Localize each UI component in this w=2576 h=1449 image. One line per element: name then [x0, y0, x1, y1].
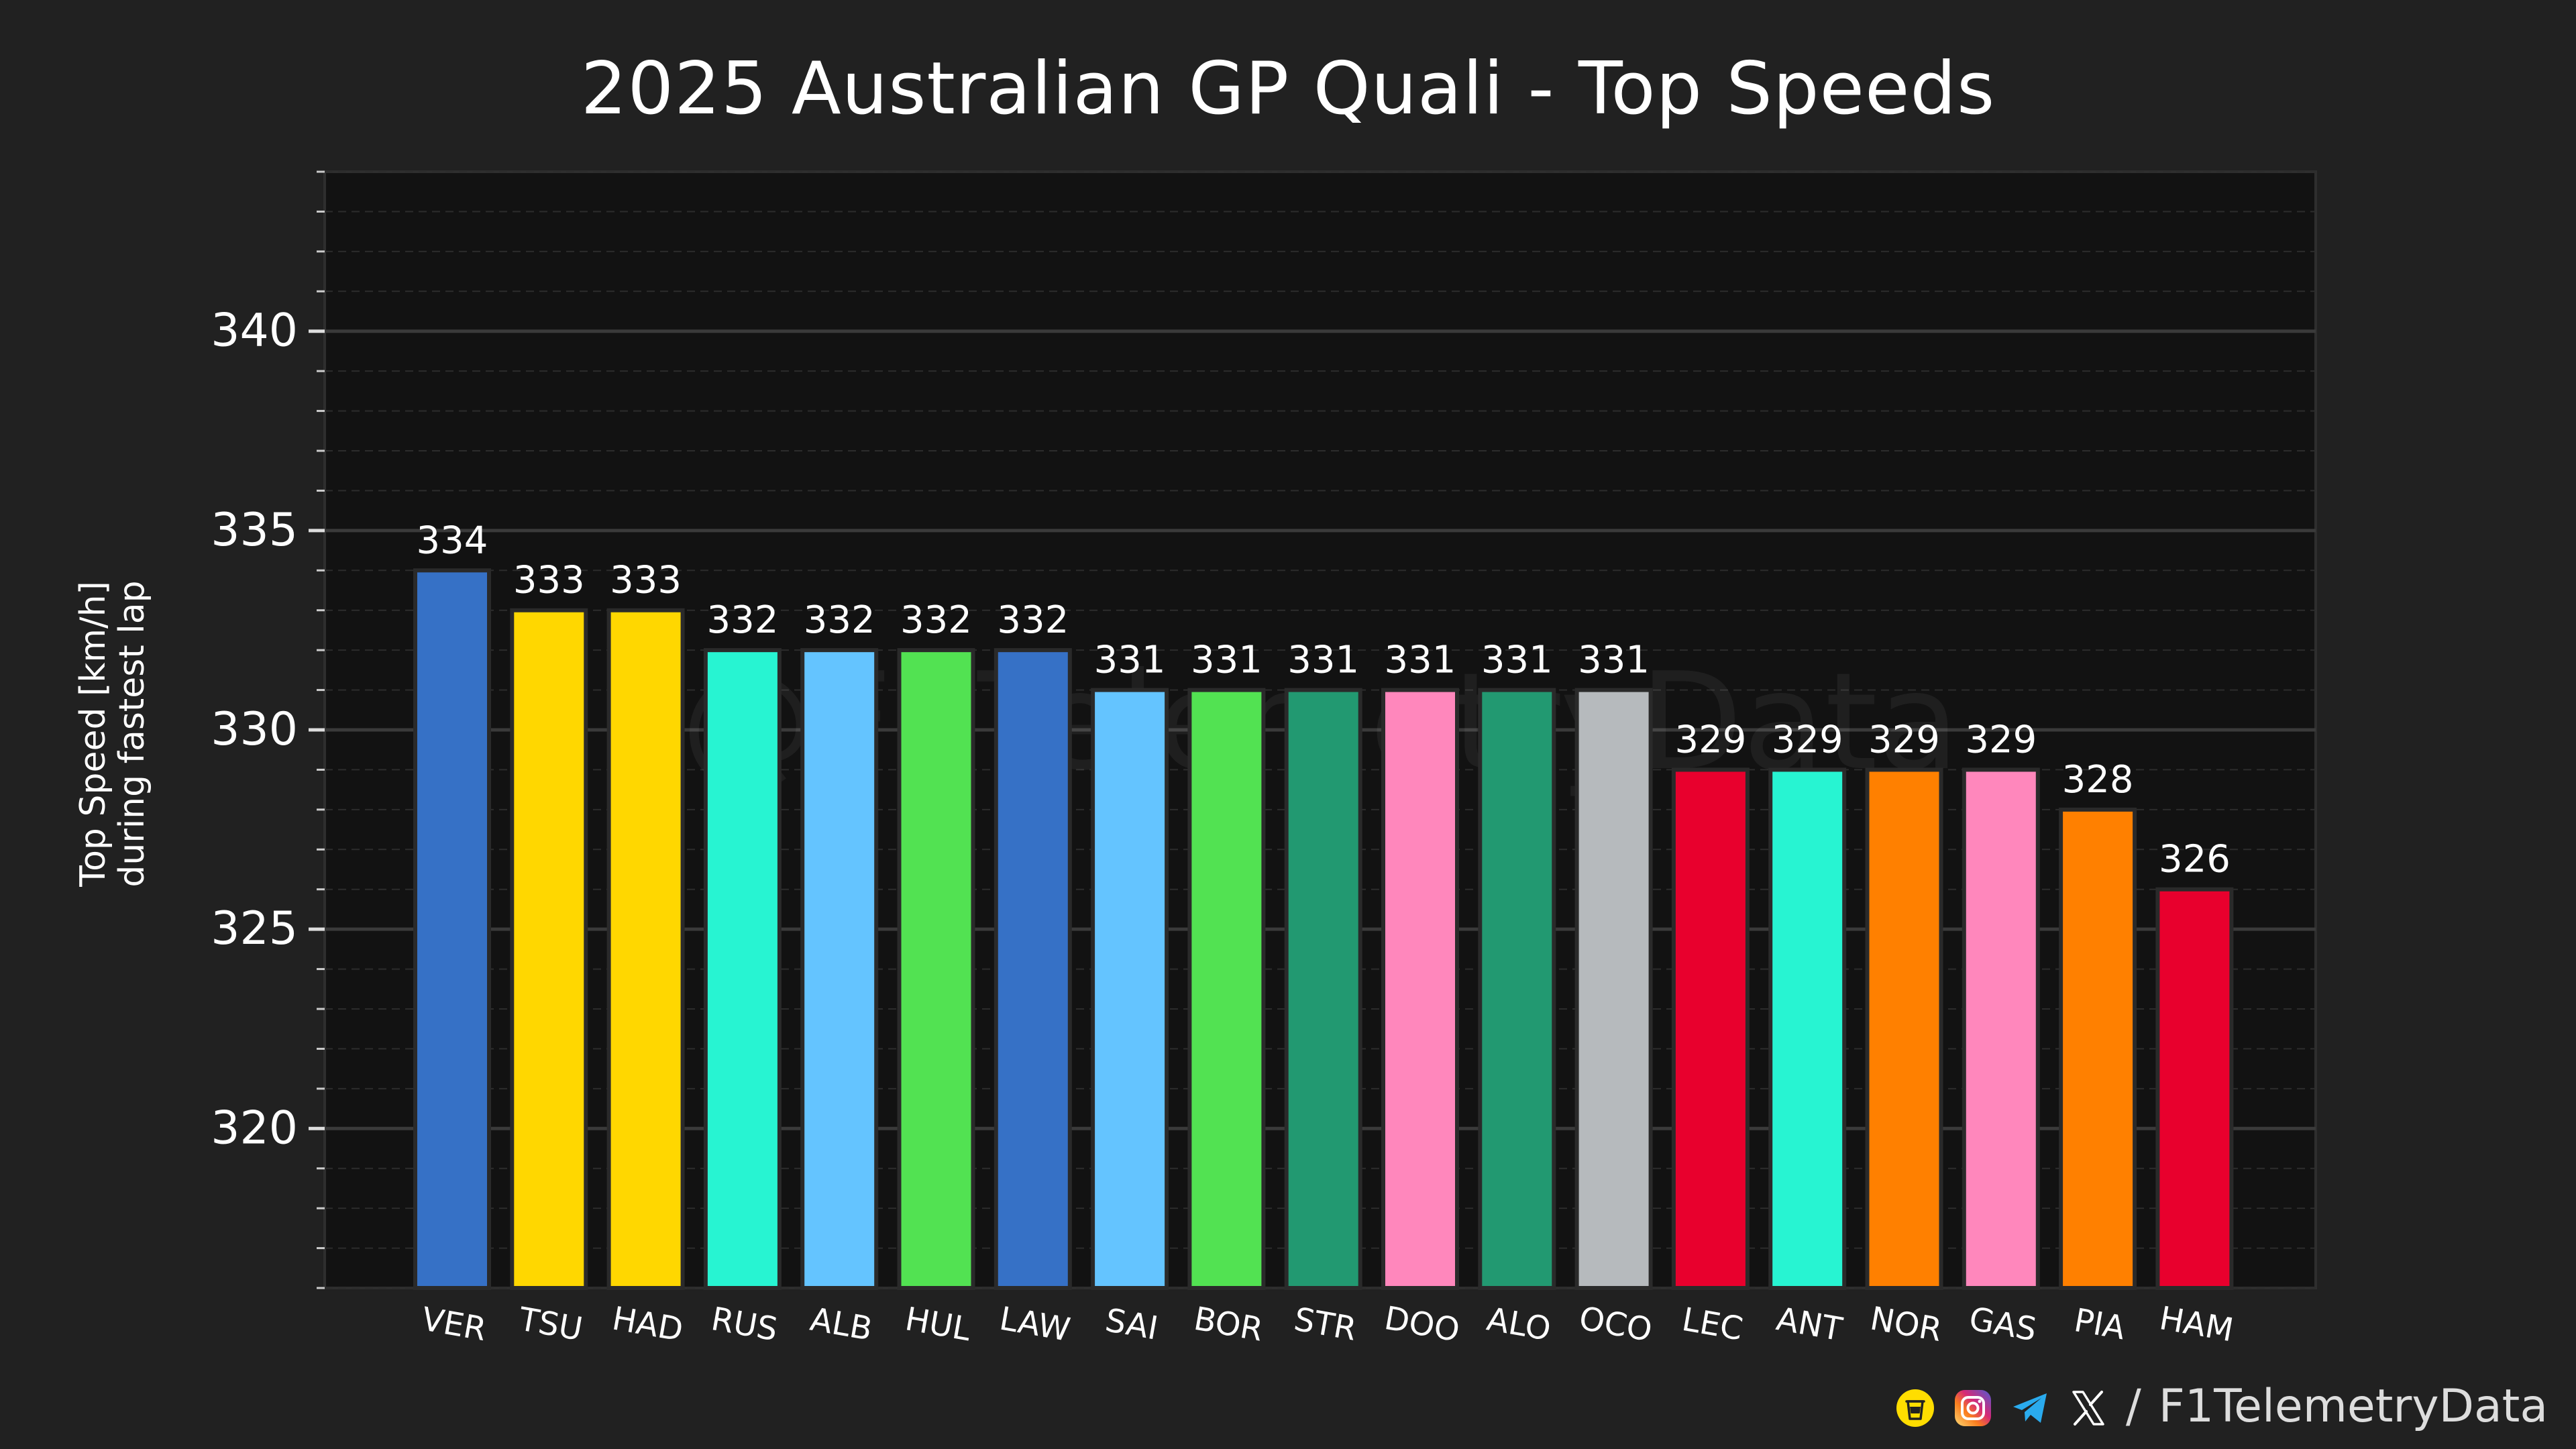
x-tick-label-had: HAD	[609, 1299, 686, 1349]
y-axis: 320 325 330 335 340	[211, 170, 325, 1289]
x-tick-label-lec: LEC	[1679, 1301, 1746, 1348]
bars	[413, 568, 2234, 1291]
value-label-alb: 332	[804, 598, 875, 642]
value-label-law: 332	[997, 598, 1069, 642]
bar-ver	[413, 568, 491, 1290]
bar-nor	[1865, 767, 1943, 1290]
bar-had	[606, 608, 685, 1290]
x-tick-label-sai: SAI	[1102, 1301, 1161, 1348]
bar-law	[994, 648, 1072, 1290]
x-tick-label-hul: HUL	[902, 1300, 973, 1348]
value-label-ver: 334	[417, 519, 488, 562]
value-label-str: 331	[1287, 639, 1359, 682]
x-tick-label-alb: ALB	[808, 1301, 875, 1348]
bar-alb	[800, 648, 879, 1290]
x-tick-label-doo: DOO	[1382, 1299, 1463, 1350]
y-tick-label: 320	[211, 1102, 298, 1155]
footer-handle[interactable]: F1TelemetryData	[2158, 1380, 2548, 1433]
x-tick-label-str: STR	[1291, 1301, 1359, 1348]
y-tick-label: 340	[211, 305, 298, 358]
footer: / F1TelemetryData	[1895, 1380, 2548, 1433]
value-label-oco: 331	[1578, 639, 1650, 682]
x-icon[interactable]	[2068, 1387, 2108, 1427]
value-labels: 334 333 333 332 332 332 332 331 331 331 331 331 331 3…	[417, 519, 2231, 881]
x-tick-label-law: LAW	[997, 1300, 1073, 1349]
value-label-nor: 329	[1868, 718, 1940, 761]
y-tick-label: 330	[211, 703, 298, 756]
value-label-lec: 329	[1674, 718, 1746, 761]
value-label-alo: 331	[1481, 639, 1553, 682]
x-tick-label-alo: ALO	[1484, 1300, 1554, 1348]
x-tick-label-pia: PIA	[2072, 1301, 2129, 1347]
value-label-tsu: 333	[513, 559, 585, 602]
bar-gas	[1962, 767, 2040, 1290]
y-tick-label: 335	[211, 504, 298, 557]
value-label-pia: 328	[2062, 758, 2134, 802]
bar-pia	[2059, 807, 2137, 1291]
value-label-gas: 329	[1965, 718, 2037, 761]
bar-rus	[703, 648, 782, 1290]
x-tick-label-rus: RUS	[708, 1300, 780, 1348]
bar-oco	[1574, 688, 1653, 1290]
buymeacoffee-icon[interactable]	[1895, 1387, 1935, 1427]
value-label-ant: 329	[1772, 718, 1843, 761]
x-tick-label-ham: HAM	[2157, 1299, 2236, 1349]
x-tick-label-bor: BOR	[1191, 1300, 1265, 1349]
bar-ant	[1768, 767, 1847, 1290]
footer-separator: /	[2125, 1380, 2141, 1433]
y-tick-label: 325	[211, 902, 298, 955]
bar-ham	[2155, 887, 2234, 1290]
bar-tsu	[510, 608, 588, 1290]
value-label-bor: 331	[1191, 639, 1263, 682]
bar-alo	[1478, 688, 1556, 1290]
value-label-doo: 331	[1385, 639, 1456, 682]
x-tick-label-oco: OCO	[1576, 1299, 1655, 1349]
x-axis: VER TSU HAD RUS ALB HUL LAW SAI BOR STR DOO ALO OCO L…	[419, 1299, 2236, 1350]
value-label-had: 333	[610, 559, 682, 602]
value-label-hul: 332	[900, 598, 972, 642]
bar-hul	[897, 648, 975, 1290]
value-label-ham: 326	[2159, 838, 2231, 881]
bar-sai	[1091, 688, 1169, 1290]
instagram-icon[interactable]	[1953, 1387, 1993, 1427]
telegram-icon[interactable]	[2010, 1387, 2051, 1427]
bar-lec	[1671, 767, 1750, 1290]
value-label-sai: 331	[1094, 639, 1166, 682]
value-label-rus: 332	[706, 598, 778, 642]
bar-str	[1284, 688, 1362, 1290]
x-tick-label-nor: NOR	[1868, 1299, 1945, 1349]
x-tick-label-ant: ANT	[1774, 1300, 1845, 1348]
bar-bor	[1187, 688, 1266, 1290]
x-tick-label-gas: GAS	[1966, 1300, 2039, 1349]
chart-title: 2025 Australian GP Quali - Top Speeds	[580, 47, 1996, 131]
bar-doo	[1381, 688, 1459, 1290]
x-tick-label-ver: VER	[419, 1300, 489, 1348]
x-tick-label-tsu: TSU	[515, 1300, 585, 1348]
